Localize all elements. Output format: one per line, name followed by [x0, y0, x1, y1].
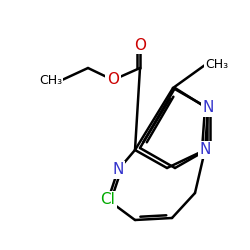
- Text: N: N: [202, 100, 214, 116]
- Text: N: N: [199, 142, 211, 158]
- Text: CH₃: CH₃: [39, 74, 62, 86]
- Text: O: O: [107, 72, 119, 88]
- Text: CH₃: CH₃: [205, 58, 228, 71]
- Text: Cl: Cl: [100, 192, 116, 208]
- Text: N: N: [112, 162, 124, 178]
- Text: O: O: [134, 38, 146, 52]
